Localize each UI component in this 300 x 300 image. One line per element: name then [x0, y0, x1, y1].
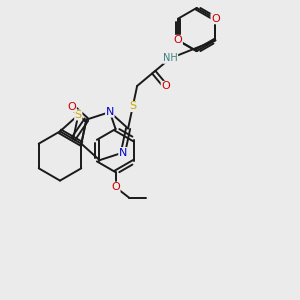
Text: O: O: [211, 14, 220, 24]
Text: O: O: [111, 182, 120, 192]
Text: N: N: [106, 107, 114, 117]
Text: N: N: [119, 148, 127, 158]
Text: O: O: [174, 35, 182, 45]
Text: O: O: [161, 81, 170, 92]
Text: NH: NH: [163, 53, 178, 63]
Text: S: S: [129, 101, 136, 112]
Text: S: S: [75, 110, 82, 120]
Text: O: O: [68, 102, 76, 112]
